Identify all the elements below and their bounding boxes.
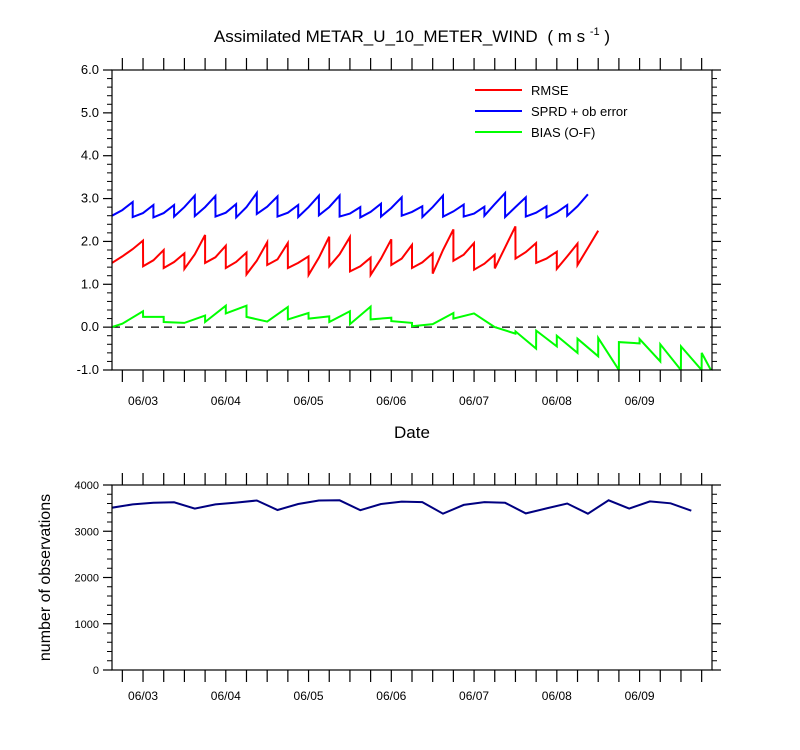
y-tick-label: 6.0 — [81, 62, 99, 77]
y-tick-label: 2000 — [75, 573, 99, 585]
chart-observation-count: 0 1000 2000 3000 4000 06/03 06/04 06/05 06/06 06/… — [37, 473, 721, 703]
y-tick-label: 0.0 — [81, 319, 99, 334]
x-tick-label: 06/08 — [542, 394, 572, 408]
y-tick-label: 4000 — [75, 480, 99, 492]
x-tick-label: 06/03 — [128, 394, 158, 408]
legend-label: RMSE — [531, 83, 569, 98]
legend: RMSE SPRD + ob error BIAS (O-F) — [475, 83, 628, 140]
y-tick-label: 2.0 — [81, 233, 99, 248]
x-tick-label: 06/04 — [211, 689, 241, 703]
x-tick-label: 06/08 — [542, 689, 572, 703]
axis-ticks: -1.0 0.0 1.0 2.0 3.0 4.0 5.0 6.0 06/03 06/04 06/05… — [77, 58, 721, 408]
y-tick-label: 1000 — [75, 619, 99, 631]
series-group — [112, 189, 712, 370]
x-tick-label: 06/06 — [376, 394, 406, 408]
chart-title-units-end: ) — [604, 27, 610, 46]
series-group — [112, 499, 692, 515]
legend-label: SPRD + ob error — [531, 104, 628, 119]
x-tick-label: 06/05 — [294, 394, 324, 408]
y-tick-label: 3.0 — [81, 191, 99, 206]
series-line-1 — [112, 189, 589, 220]
chart-title-text: Assimilated METAR_U_10_METER_WIND — [214, 27, 538, 46]
y-axis-label: number of observations — [37, 494, 54, 661]
y-tick-label: 5.0 — [81, 105, 99, 120]
axis-ticks: 0 1000 2000 3000 4000 06/03 06/04 06/05 06/06 06/… — [75, 473, 721, 703]
y-tick-label: 0 — [93, 665, 99, 677]
plot-frame — [111, 69, 713, 371]
x-tick-label: 06/09 — [625, 689, 655, 703]
y-tick-label: -1.0 — [77, 362, 99, 377]
y-tick-label: 3000 — [75, 526, 99, 538]
x-axis-label: Date — [394, 423, 430, 442]
series-line-0 — [112, 499, 692, 515]
y-tick-label: 1.0 — [81, 276, 99, 291]
series-line-0 — [112, 225, 600, 279]
y-tick-label: 4.0 — [81, 148, 99, 163]
chart-title-units: ( m s — [547, 27, 585, 46]
x-tick-label: 06/09 — [625, 394, 655, 408]
x-tick-label: 06/03 — [128, 689, 158, 703]
x-tick-label: 06/05 — [294, 689, 324, 703]
chart-title-units-sup: -1 — [590, 26, 600, 38]
x-tick-label: 06/06 — [376, 689, 406, 703]
x-tick-label: 06/07 — [459, 689, 489, 703]
x-tick-label: 06/07 — [459, 394, 489, 408]
legend-label: BIAS (O-F) — [531, 125, 595, 140]
chart-title: Assimilated METAR_U_10_METER_WIND ( m s … — [214, 20, 610, 46]
series-line-2 — [112, 303, 712, 370]
x-tick-label: 06/04 — [211, 394, 241, 408]
plot-frame — [111, 484, 713, 671]
chart-rmse-spread-bias: Assimilated METAR_U_10_METER_WIND ( m s … — [77, 20, 721, 442]
